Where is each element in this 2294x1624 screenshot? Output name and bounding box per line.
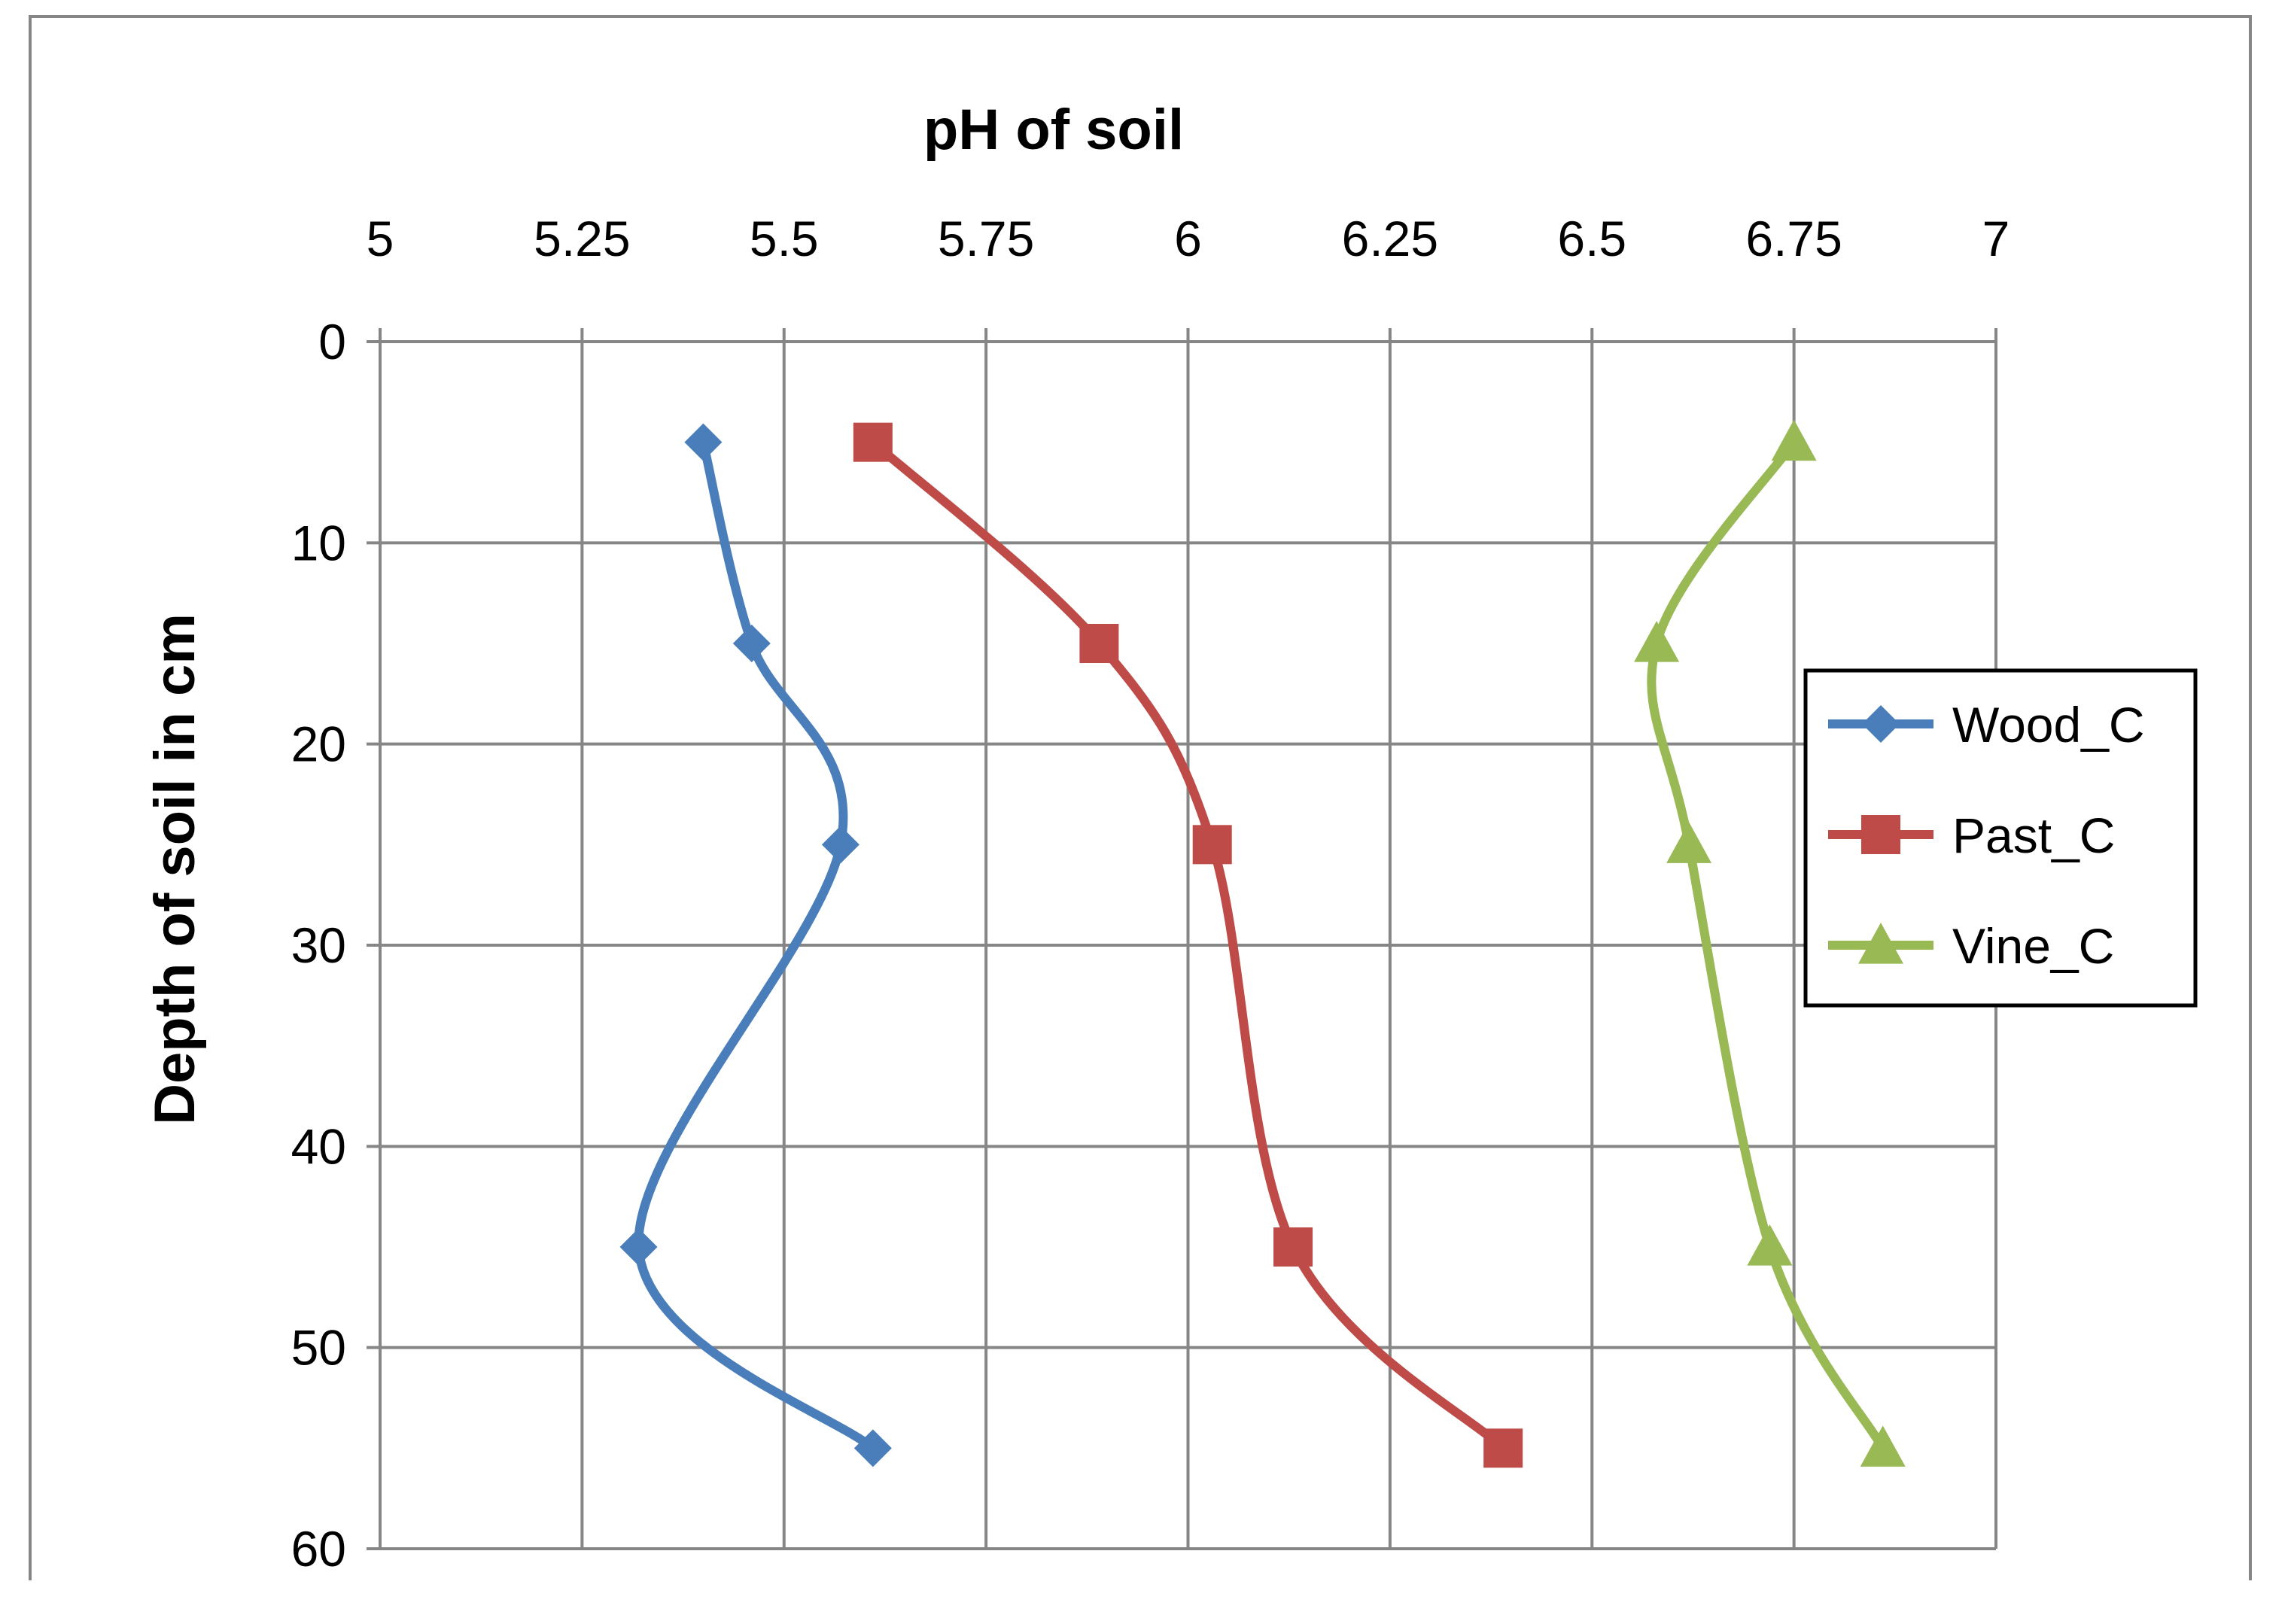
data-point-past-c [1483, 1428, 1523, 1468]
x-tick-label: 6.5 [1557, 211, 1626, 266]
series [619, 419, 1906, 1468]
series-wood-c [619, 423, 892, 1467]
x-tick-label: 6 [1174, 211, 1202, 266]
series-line-past-c [868, 437, 1508, 1453]
data-point-wood-c [821, 826, 859, 864]
data-point-vine-c [1634, 621, 1680, 662]
data-point-wood-c [684, 423, 723, 461]
x-tick-label: 5.75 [938, 211, 1034, 266]
y-tick-label: 30 [291, 917, 346, 973]
data-point-vine-c [1666, 822, 1712, 863]
x-tick-label: 5.5 [750, 211, 819, 266]
data-point-vine-c [1747, 1224, 1793, 1266]
legend-label-past-c: Past_C [1952, 807, 2115, 863]
x-tick-label: 7 [1982, 211, 2010, 266]
y-tick-label: 10 [291, 515, 346, 570]
legend-marker-past-c [1861, 815, 1900, 854]
x-tick-label: 5 [367, 211, 394, 266]
data-point-wood-c [853, 1429, 892, 1467]
data-point-vine-c [1860, 1425, 1906, 1467]
series-past-c [853, 422, 1523, 1468]
y-tick-label: 20 [291, 716, 346, 772]
legend-item-wood-c: Wood_C [1828, 697, 2145, 753]
legend-label-vine-c: Vine_C [1952, 918, 2114, 974]
data-point-past-c [853, 422, 893, 462]
axes: 5 5.25 5.5 5.75 6 6.25 6.5 6.75 7 0 10 20 30 40 50 60 [291, 211, 2010, 1577]
series-line-wood-c [634, 437, 878, 1453]
data-point-past-c [1192, 825, 1232, 865]
chart-area-border [29, 15, 2252, 1580]
legend-label-wood-c: Wood_C [1952, 697, 2145, 753]
data-point-past-c [1273, 1227, 1313, 1267]
legend-marker-wood-c [1862, 705, 1900, 743]
legend-item-past-c: Past_C [1828, 807, 2115, 863]
y-tick-label: 60 [291, 1521, 346, 1577]
legend-item-vine-c: Vine_C [1828, 918, 2114, 974]
data-point-vine-c [1771, 419, 1817, 461]
x-tick-label: 6.75 [1745, 211, 1842, 266]
series-line-vine-c [1647, 437, 1888, 1453]
y-tick-label: 40 [291, 1118, 346, 1174]
y-tick-label: 0 [318, 314, 346, 370]
data-point-wood-c [619, 1228, 658, 1266]
data-point-wood-c [732, 625, 771, 662]
series-vine-c [1634, 419, 1906, 1467]
x-tick-label: 5.25 [534, 211, 630, 266]
legend-marker-vine-c [1858, 923, 1903, 964]
x-axis-title: pH of soil [923, 98, 1184, 162]
legend: Wood_C Past_C Vine_C [1803, 668, 2198, 1008]
data-point-past-c [1079, 624, 1119, 663]
y-tick-label: 50 [291, 1320, 346, 1376]
y-axis-title: Depth of soil in cm [143, 613, 207, 1125]
x-tick-label: 6.25 [1342, 211, 1438, 266]
